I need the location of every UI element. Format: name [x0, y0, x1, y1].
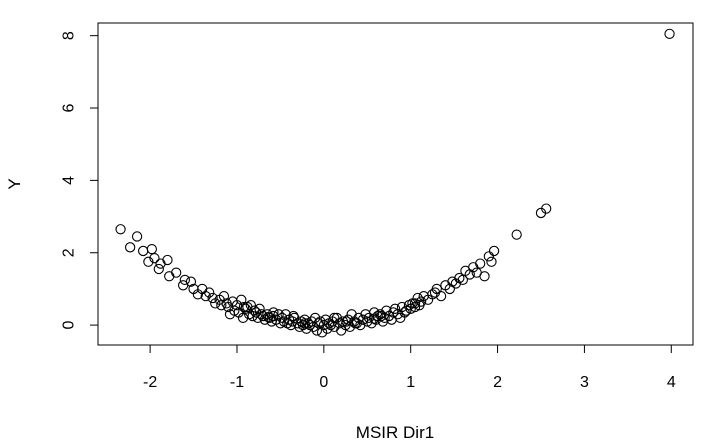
data-point: [131, 231, 143, 242]
data-point: [457, 274, 468, 286]
data-point: [124, 242, 136, 253]
data-point: [479, 271, 490, 282]
x-tick-label: 4: [667, 374, 676, 391]
data-points: [115, 28, 675, 338]
data-point: [341, 316, 352, 327]
data-point: [207, 292, 218, 304]
data-point: [486, 256, 497, 267]
data-point: [664, 28, 675, 40]
data-point: [318, 319, 329, 331]
data-point: [143, 256, 154, 267]
y-axis-title: Y: [5, 178, 24, 189]
data-point: [297, 319, 309, 331]
data-point: [216, 300, 227, 311]
data-point: [337, 316, 349, 327]
x-tick-label: 1: [406, 374, 415, 391]
data-point: [311, 325, 323, 336]
y-tick-label: 6: [61, 103, 78, 112]
data-point: [310, 312, 321, 324]
data-point: [483, 251, 495, 262]
y-tick-label: 4: [61, 176, 78, 185]
data-point: [179, 274, 191, 286]
data-point: [389, 303, 401, 314]
data-point: [415, 296, 427, 307]
x-axis: -2 -1 0 1 2 3 4: [143, 344, 676, 391]
data-point: [238, 301, 250, 313]
data-point: [245, 300, 257, 311]
x-tick-label: -1: [230, 374, 244, 391]
data-point: [372, 310, 383, 322]
data-point: [218, 291, 230, 302]
data-point: [146, 243, 158, 255]
data-point: [204, 287, 215, 298]
data-point: [259, 314, 270, 325]
data-point: [237, 312, 249, 324]
data-point: [331, 312, 343, 324]
data-point: [412, 292, 423, 304]
data-point: [511, 229, 522, 240]
data-point: [153, 263, 164, 275]
data-point: [138, 245, 149, 257]
data-point: [299, 318, 310, 329]
data-point: [149, 253, 160, 264]
y-tick-label: 8: [61, 31, 78, 40]
data-point: [162, 254, 173, 266]
x-tick-label: 2: [493, 374, 502, 391]
data-point: [155, 258, 166, 269]
data-point: [288, 310, 299, 322]
data-point: [164, 271, 175, 282]
data-point: [429, 287, 441, 298]
data-point: [171, 267, 182, 278]
data-point: [435, 291, 447, 302]
data-point: [256, 309, 267, 320]
plot-frame: [97, 22, 694, 346]
data-point: [409, 301, 421, 313]
data-point: [340, 319, 351, 331]
data-point: [263, 311, 274, 323]
y-axis: 0 2 4 6 8: [61, 31, 99, 330]
data-point: [401, 305, 412, 316]
x-axis-title: MSIR Dir1: [356, 423, 434, 442]
data-point: [301, 323, 312, 334]
data-point: [541, 203, 552, 214]
x-tick-label: 0: [319, 374, 328, 391]
data-point: [115, 224, 126, 235]
y-tick-label: 0: [61, 321, 78, 330]
x-tick-label: 3: [580, 374, 589, 391]
data-point: [369, 313, 380, 324]
data-point: [376, 310, 387, 322]
data-point: [488, 245, 500, 257]
x-tick-label: -2: [143, 374, 157, 391]
data-point: [224, 309, 236, 320]
data-point: [185, 276, 197, 287]
data-point: [444, 283, 455, 295]
data-point: [329, 312, 340, 324]
data-point: [316, 327, 328, 338]
data-point: [236, 294, 247, 305]
y-tick-label: 2: [61, 248, 78, 257]
data-point: [475, 258, 486, 269]
data-point: [200, 291, 211, 302]
data-point: [322, 323, 333, 334]
data-point: [409, 298, 421, 309]
